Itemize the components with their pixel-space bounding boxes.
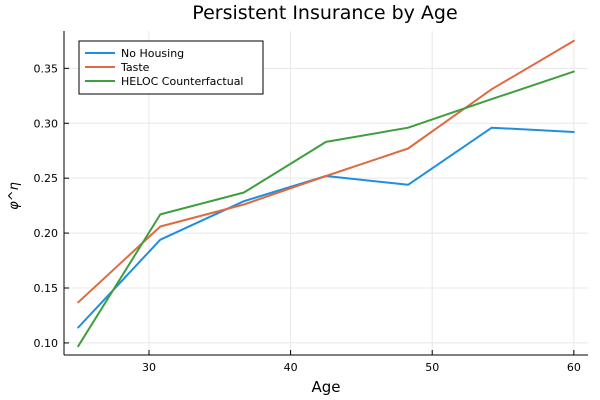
y-tick-label: 0.35	[34, 62, 59, 75]
axes	[63, 31, 588, 356]
x-tick-label: 60	[567, 361, 581, 374]
y-axis-label: φ^η	[7, 182, 22, 210]
series-lines	[77, 39, 575, 348]
x-tick-label: 40	[284, 361, 298, 374]
x-tick-label: 50	[425, 361, 439, 374]
y-tick-label: 0.30	[34, 117, 59, 130]
y-tick-label: 0.25	[34, 172, 59, 185]
y-axis-ticks: 0.10 0.15 0.20 0.25 0.30 0.35	[34, 62, 69, 350]
chart-title: Persistent Insurance by Age	[192, 2, 457, 24]
legend-label: No Housing	[121, 47, 184, 60]
y-tick-label: 0.10	[34, 337, 59, 350]
y-tick-label: 0.20	[34, 227, 59, 240]
grid-lines	[64, 31, 588, 355]
x-tick-label: 30	[142, 361, 156, 374]
x-axis-ticks: 30 40 50 60	[142, 350, 581, 374]
y-tick-label: 0.15	[34, 282, 59, 295]
series-line-1	[77, 39, 575, 304]
x-axis-label: Age	[311, 378, 340, 396]
legend-label: Taste	[120, 61, 150, 74]
legend-label: HELOC Counterfactual	[121, 75, 244, 88]
series-line-2	[77, 70, 575, 348]
